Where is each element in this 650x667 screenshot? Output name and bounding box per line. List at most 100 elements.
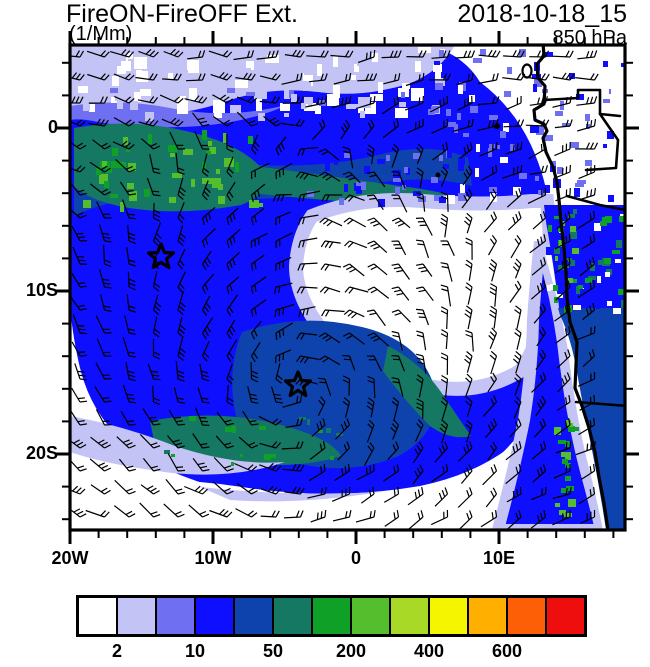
wind-barb xyxy=(282,463,305,472)
wind-barb xyxy=(552,509,571,526)
wind-barb xyxy=(163,503,185,518)
speckle xyxy=(333,56,338,67)
wind-barb xyxy=(412,441,424,464)
speckle xyxy=(531,137,539,145)
speckle xyxy=(489,144,495,148)
wind-barb xyxy=(295,171,319,180)
colorbar-cell-9 xyxy=(430,598,469,634)
wind-barb xyxy=(552,50,574,58)
wind-barb xyxy=(514,305,522,329)
speckle xyxy=(144,189,150,197)
wind-barb xyxy=(342,375,351,396)
colorbar-labels: 2 10 50 200 400 600 xyxy=(76,641,596,663)
speckle xyxy=(510,144,515,151)
wind-barb xyxy=(321,194,343,202)
wind-barb xyxy=(405,72,425,87)
wind-barb xyxy=(416,143,424,165)
wind-barb xyxy=(113,117,135,127)
wind-barb xyxy=(333,72,352,85)
wind-barb xyxy=(94,386,112,403)
wind-barb xyxy=(274,282,293,295)
wind-barb xyxy=(165,479,185,495)
speckle xyxy=(555,272,563,276)
wind-barb xyxy=(89,183,111,196)
speckle xyxy=(602,217,609,222)
speckle xyxy=(603,144,607,148)
speckle xyxy=(333,85,340,98)
wind-barb xyxy=(408,510,424,530)
wind-barb xyxy=(514,328,522,350)
speckle xyxy=(111,97,117,103)
wind-barb xyxy=(485,188,498,211)
wind-barb xyxy=(226,363,234,385)
speckle xyxy=(577,180,586,184)
wind-barb xyxy=(110,49,135,58)
wind-barb xyxy=(556,395,571,411)
colorbar-cell-11 xyxy=(508,598,547,634)
speckle xyxy=(168,73,173,79)
speckle xyxy=(401,92,405,98)
wind-barb xyxy=(88,118,109,127)
wind-barb xyxy=(226,181,236,202)
wind-barb xyxy=(531,372,547,393)
wind-barb xyxy=(226,133,234,153)
wind-barb xyxy=(514,373,522,396)
wind-barb xyxy=(177,177,186,200)
speckle xyxy=(224,158,234,167)
speckle xyxy=(203,96,211,103)
wind-barb xyxy=(552,95,572,108)
wind-barb xyxy=(342,263,365,277)
speckle xyxy=(304,66,315,75)
wind-barb xyxy=(555,325,571,344)
speckle xyxy=(188,61,199,73)
speckle xyxy=(598,260,602,265)
contour-region-bottom-light-sliver xyxy=(200,487,380,502)
wind-barb xyxy=(382,119,400,139)
speckle xyxy=(619,216,625,222)
speckle xyxy=(564,513,572,517)
speckle xyxy=(578,285,583,289)
wind-barb xyxy=(119,181,136,196)
speckle xyxy=(475,168,479,177)
wind-barb xyxy=(238,436,259,449)
speckle xyxy=(594,223,601,231)
contour-region-coastal-blue-band xyxy=(491,240,608,530)
contour-region-teal-streak-west xyxy=(150,415,341,465)
speckle xyxy=(607,301,612,306)
wind-barb xyxy=(465,282,473,305)
speckle xyxy=(148,134,152,144)
wind-barb xyxy=(355,510,376,523)
wind-barb xyxy=(343,309,365,319)
speckle xyxy=(399,102,406,107)
wind-barb xyxy=(552,72,575,81)
wind-barb xyxy=(152,316,161,338)
contour-region-bottom-light-band xyxy=(70,416,285,475)
wind-barb xyxy=(226,156,234,178)
wind-barb xyxy=(283,510,304,519)
wind-barb xyxy=(428,73,452,81)
speckle xyxy=(463,133,469,137)
wind-barb xyxy=(482,464,498,486)
wind-barb xyxy=(358,49,376,64)
wind-barb xyxy=(298,237,318,248)
speckle xyxy=(303,81,311,91)
wind-barb xyxy=(317,377,332,396)
wind-barb xyxy=(415,263,433,277)
speckle xyxy=(612,250,620,254)
wind-barb xyxy=(576,325,596,341)
speckle xyxy=(561,452,568,457)
wind-barb xyxy=(226,251,240,271)
wind-barb xyxy=(194,407,210,426)
wind-barb xyxy=(167,453,186,472)
speckle xyxy=(246,92,255,96)
wind-barb xyxy=(457,441,473,462)
speckle xyxy=(164,450,170,454)
wind-barb xyxy=(296,332,318,340)
speckle xyxy=(404,167,408,173)
speckle xyxy=(246,61,254,70)
wind-barb xyxy=(250,254,265,272)
wind-barb xyxy=(250,134,260,155)
wind-barb xyxy=(464,373,473,398)
wind-barb xyxy=(391,397,400,422)
wind-barb xyxy=(311,418,326,437)
